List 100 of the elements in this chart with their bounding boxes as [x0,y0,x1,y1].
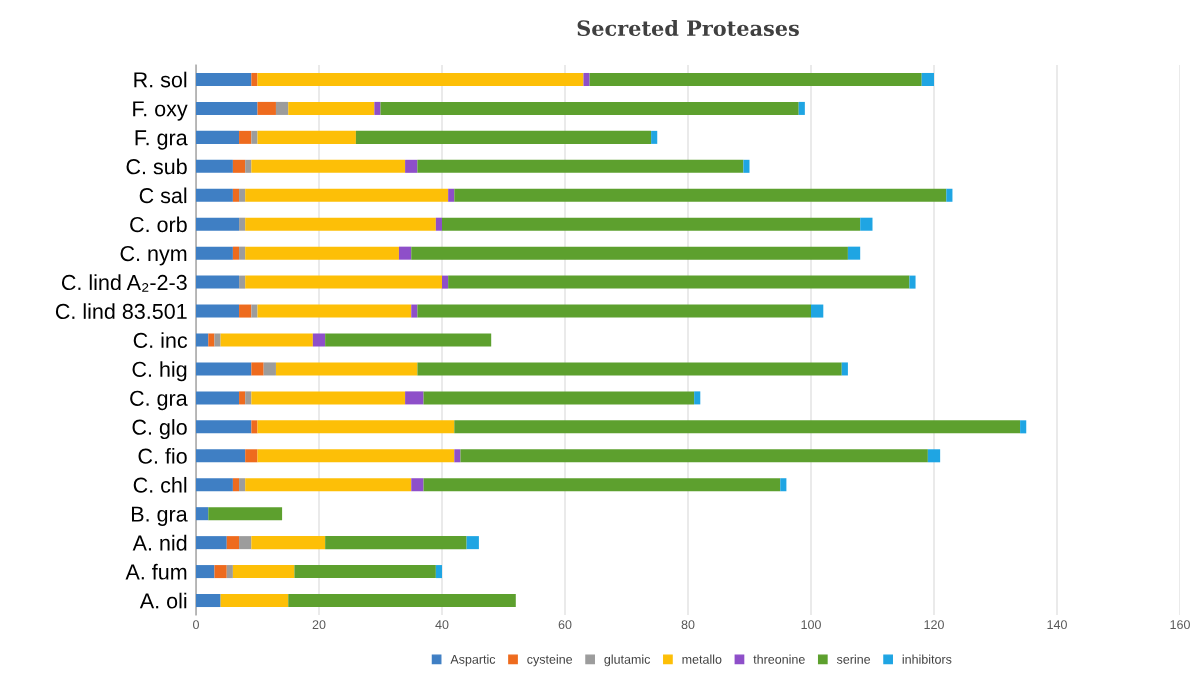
bar [196,420,252,434]
bar [214,333,221,347]
bar [448,188,455,202]
bar [1020,420,1027,434]
bar [257,304,412,318]
bar [196,304,240,318]
bar [257,101,276,115]
bar [466,536,479,550]
bar [423,391,695,405]
bar [651,130,658,144]
bar [251,536,326,550]
bar [460,449,928,463]
bar [288,594,516,608]
x-tick-label: 20 [312,620,326,630]
bar [841,362,848,376]
bar [417,159,744,173]
x-tick-label: 60 [558,620,572,630]
bar [583,72,590,86]
bar [398,246,412,260]
bar [355,130,652,144]
bar [921,72,934,86]
chart-title: Secreted Proteases [577,19,799,37]
bar [251,362,264,376]
bar [196,594,221,608]
y-tick-label: A. oli [139,592,187,609]
bar [374,101,381,115]
bar [811,304,824,318]
bar [251,391,406,405]
y-tick-label: C. nym [120,245,187,266]
y-tick-label: F. gra [135,130,188,150]
bar [909,275,916,289]
bar [196,362,252,376]
bar [442,275,449,289]
legend-label: glutamic [604,654,651,667]
bar [196,275,240,289]
bar [780,478,787,492]
bar [239,304,252,318]
bar [196,507,209,521]
bar [435,217,442,231]
bar [239,536,252,550]
y-tick-label: R. sol [134,71,187,88]
bar [325,333,492,347]
x-tick-label: 160 [1170,620,1190,630]
y-tick-label: A. nid [132,534,187,551]
bar [196,130,240,144]
x-tick-label: 120 [924,620,944,630]
bar [442,217,861,231]
bar [220,594,289,608]
bar [263,362,276,376]
bar [245,275,442,289]
x-tick-label: 140 [1047,620,1067,630]
bar [196,246,233,260]
bar [251,420,258,434]
bar [454,449,461,463]
bar [257,449,455,463]
bar [325,536,467,550]
y-tick-label: C. fio [138,447,187,464]
bar [196,217,240,231]
bar [275,101,289,115]
bar [423,478,781,492]
x-tick-label: 40 [435,620,449,630]
bar [196,188,233,202]
y-tick-label: C. lind 83.501 [55,303,187,320]
y-tick-label: C. orb [130,216,187,233]
bar [232,159,246,173]
bar [435,565,442,579]
bar [312,333,326,347]
bar [294,565,436,579]
bar [196,565,215,579]
y-tick-label: B. gra [132,506,188,526]
legend-label: threonine [753,654,805,664]
bar [226,565,233,579]
bar [245,478,412,492]
bar [196,333,209,347]
bar [239,188,246,202]
bar [405,159,418,173]
y-tick-label: C sal [139,187,187,204]
bar [454,188,947,202]
x-tick-label: 100 [801,620,821,630]
bar [245,449,258,463]
bar [220,333,313,347]
bar [251,304,258,318]
bar [245,159,252,173]
bar [196,159,233,173]
bar [589,72,922,86]
bar [196,536,227,550]
bar [860,217,873,231]
bar [275,362,418,376]
bar [239,246,246,260]
y-tick-label: C. gra [130,390,188,411]
x-tick-label: 0 [193,620,199,630]
bar [251,130,258,144]
bar [245,217,436,231]
y-tick-label: C. lind A₂-2-3 [61,274,187,292]
y-tick-label: F. oxy [133,101,188,121]
bar [454,420,1021,434]
bar [405,391,424,405]
bar [417,304,811,318]
legend-label: cysteine [527,654,573,667]
bar [208,507,283,521]
